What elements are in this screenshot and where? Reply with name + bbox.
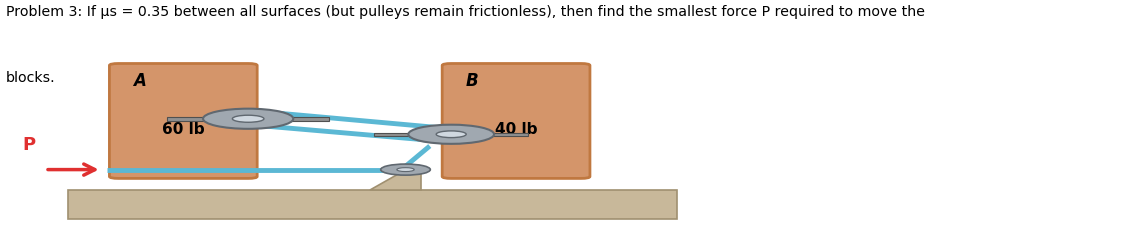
Circle shape <box>437 131 466 138</box>
Circle shape <box>380 164 430 175</box>
Circle shape <box>408 125 494 144</box>
Bar <box>68 190 677 219</box>
Circle shape <box>397 168 414 172</box>
Text: blocks.: blocks. <box>6 71 55 85</box>
Text: A: A <box>133 72 146 90</box>
Circle shape <box>203 109 293 129</box>
Text: B: B <box>466 72 478 90</box>
Bar <box>167 117 329 120</box>
FancyBboxPatch shape <box>442 64 590 178</box>
Text: 60 lb: 60 lb <box>162 122 204 137</box>
Bar <box>374 133 528 136</box>
Circle shape <box>232 115 264 122</box>
FancyBboxPatch shape <box>109 64 257 178</box>
Polygon shape <box>370 173 421 190</box>
Text: 40 lb: 40 lb <box>495 122 537 137</box>
Text: P: P <box>23 137 36 154</box>
Text: Problem 3: If μs = 0.35 between all surfaces (but pulleys remain frictionless), : Problem 3: If μs = 0.35 between all surf… <box>6 5 925 19</box>
